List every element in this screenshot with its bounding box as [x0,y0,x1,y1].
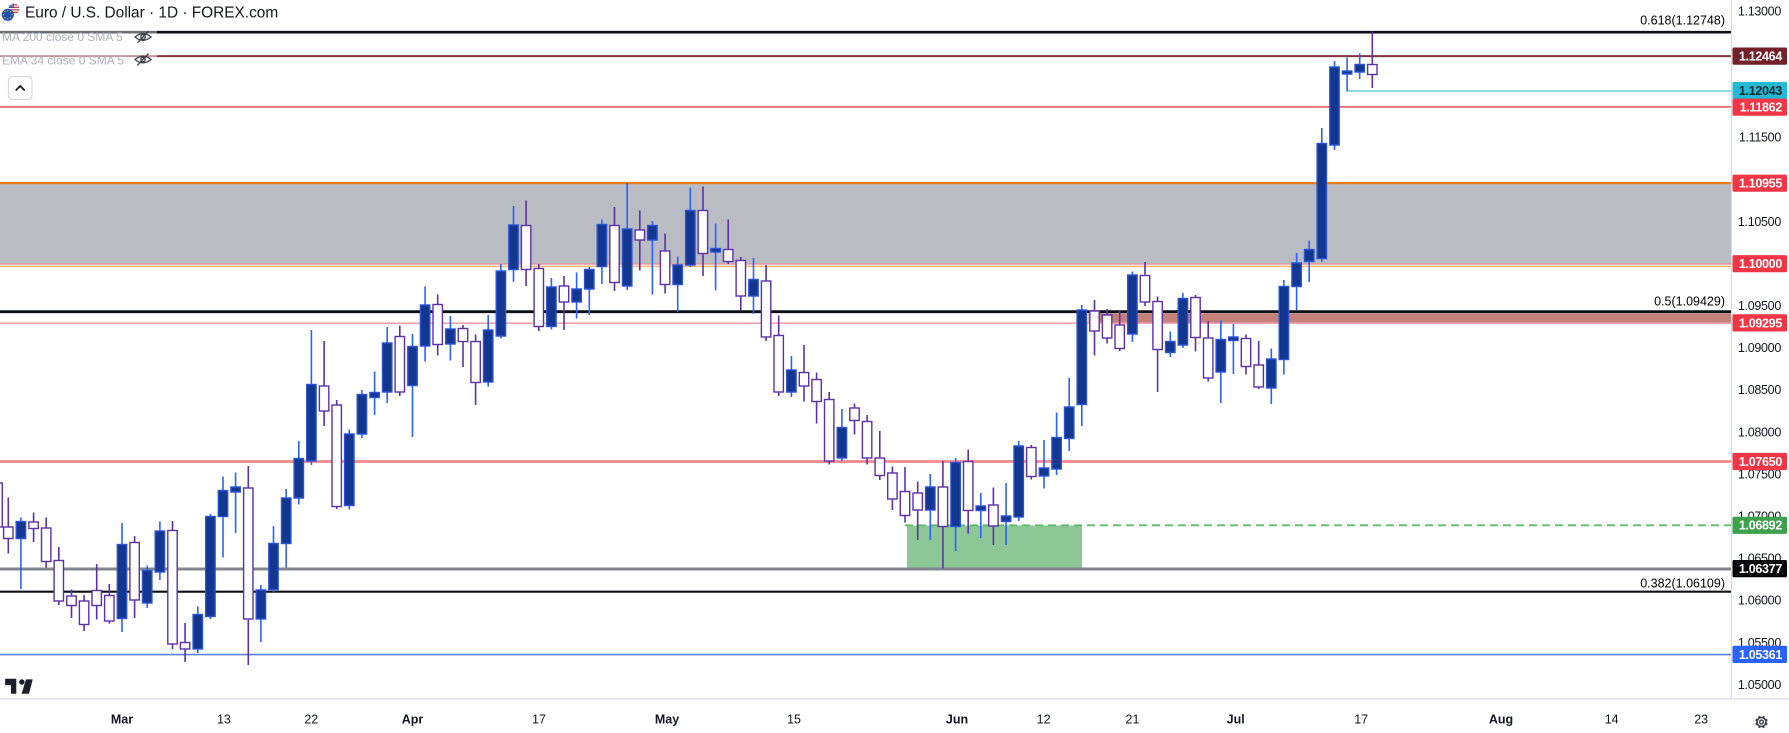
svg-text:17: 17 [1354,713,1368,727]
svg-text:1.12464: 1.12464 [1739,50,1782,64]
svg-text:1.08000: 1.08000 [1738,425,1781,439]
svg-text:1.10500: 1.10500 [1738,215,1781,229]
svg-text:1.13000: 1.13000 [1738,4,1781,18]
svg-text:1.05361: 1.05361 [1739,648,1782,662]
svg-text:Jul: Jul [1227,713,1245,727]
svg-text:1.08500: 1.08500 [1738,383,1781,397]
svg-text:14: 14 [1605,713,1619,727]
svg-text:Jun: Jun [946,713,968,727]
svg-text:1.09500: 1.09500 [1738,299,1781,313]
svg-text:15: 15 [787,713,801,727]
svg-text:1.05000: 1.05000 [1738,678,1781,692]
svg-text:1.11500: 1.11500 [1739,131,1782,145]
svg-text:1.12043: 1.12043 [1739,84,1782,98]
svg-text:1.09000: 1.09000 [1738,341,1781,355]
svg-text:Aug: Aug [1489,713,1513,727]
svg-text:13: 13 [217,713,231,727]
svg-text:12: 12 [1037,713,1051,727]
svg-text:1.10000: 1.10000 [1739,257,1782,271]
svg-text:Mar: Mar [111,713,133,727]
svg-text:1.07500: 1.07500 [1738,467,1781,481]
svg-text:Euro / U.S. Dollar · 1D · FORE: Euro / U.S. Dollar · 1D · FOREX.com [25,5,278,22]
svg-text:1.10955: 1.10955 [1739,177,1782,191]
svg-text:MA 200 close 0 SMA 5: MA 200 close 0 SMA 5 [2,30,123,44]
svg-text:1.06377: 1.06377 [1739,562,1782,576]
svg-text:23: 23 [1694,713,1708,727]
svg-text:0.382(1.06109): 0.382(1.06109) [1640,577,1725,591]
svg-text:1.06000: 1.06000 [1738,594,1781,608]
svg-text:EMA 34 close 0 SMA 5: EMA 34 close 0 SMA 5 [2,54,124,68]
svg-text:22: 22 [304,713,318,727]
svg-text:0.5(1.09429): 0.5(1.09429) [1654,295,1725,309]
svg-text:17: 17 [532,713,546,727]
svg-text:1.07650: 1.07650 [1739,455,1782,469]
svg-text:0.618(1.12748): 0.618(1.12748) [1640,14,1725,28]
svg-text:Apr: Apr [402,713,424,727]
svg-text:21: 21 [1126,713,1140,727]
svg-text:1.09295: 1.09295 [1739,316,1782,330]
svg-text:1.11862: 1.11862 [1740,101,1783,115]
svg-text:May: May [655,713,679,727]
svg-text:1.06892: 1.06892 [1739,519,1782,533]
